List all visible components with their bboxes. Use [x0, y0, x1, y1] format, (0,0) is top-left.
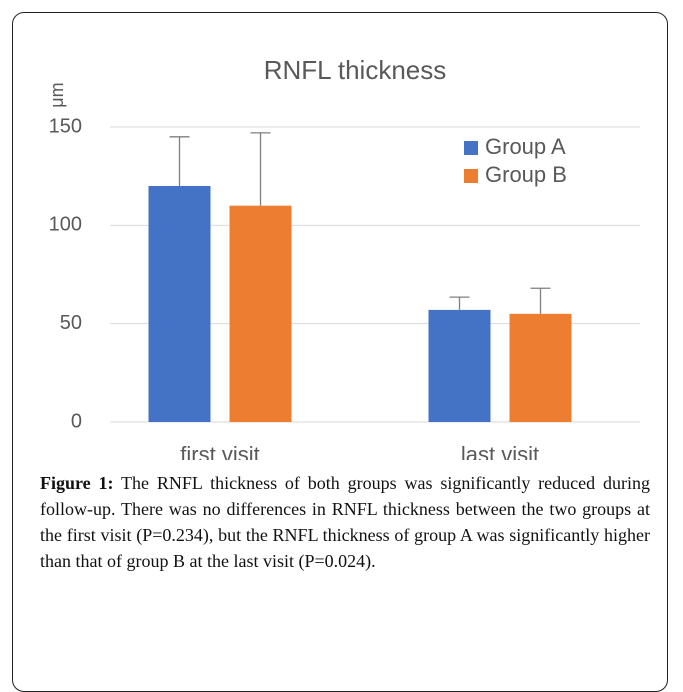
bar: [428, 309, 491, 422]
legend-swatch: [464, 169, 478, 183]
caption: Figure 1: The RNFL thickness of both gro…: [40, 470, 650, 574]
bar: [509, 313, 572, 422]
legend-label: Group B: [485, 162, 567, 187]
x-tick-label: last visit: [461, 442, 539, 460]
y-tick-label: 50: [60, 312, 82, 334]
error-bar: [449, 296, 470, 310]
x-tick-label: first visit: [180, 442, 259, 460]
error-bar: [530, 287, 551, 314]
caption-text: The RNFL thickness of both groups was si…: [40, 473, 650, 571]
y-tick-label: 150: [49, 115, 82, 137]
legend-swatch: [464, 141, 478, 155]
y-tick-label: 100: [49, 214, 82, 236]
bar: [229, 205, 292, 422]
bar: [148, 186, 211, 422]
y-axis-label: μm: [47, 82, 67, 107]
chart-title: RNFL thickness: [264, 55, 447, 85]
page: RNFL thickness μm 0 50 100 150 first visit la…: [12, 12, 668, 692]
chart: RNFL thickness μm 0 50 100 150 first visit la…: [47, 55, 640, 460]
error-bar: [250, 132, 271, 206]
caption-label: Figure 1:: [40, 473, 114, 493]
legend-label: Group A: [485, 134, 566, 159]
error-bar: [169, 136, 190, 186]
y-tick-label: 0: [71, 410, 82, 432]
